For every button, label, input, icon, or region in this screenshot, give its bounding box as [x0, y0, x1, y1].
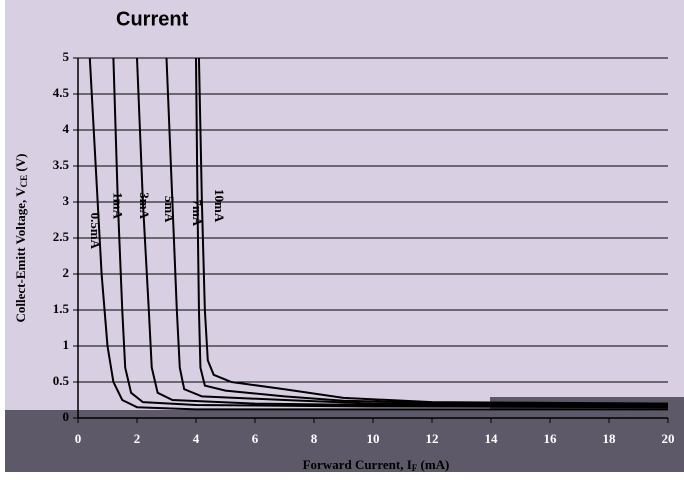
x-axis-title: Forward Current, IF (mA): [303, 457, 450, 473]
y-tick-label: 4.5: [53, 85, 70, 100]
y-tick-label: 3.5: [53, 157, 70, 172]
curve: [197, 57, 669, 405]
x-tick-label: 12: [426, 431, 439, 446]
curve-label: 3mA: [137, 192, 152, 219]
x-tick-label: 10: [367, 431, 380, 446]
y-tick-label: 2.5: [53, 229, 70, 244]
x-tick-label: 14: [485, 431, 499, 446]
curve: [88, 57, 668, 411]
y-tick-label: 4: [63, 121, 70, 136]
chart-title: Current: [116, 8, 189, 30]
y-tick-label: 0: [63, 409, 70, 424]
x-tick-label: 6: [252, 431, 259, 446]
x-tick-label: 8: [311, 431, 318, 446]
x-tick-label: 16: [544, 431, 558, 446]
curve: [195, 57, 669, 406]
x-tick-label: 4: [193, 431, 200, 446]
x-tick-label: 20: [662, 431, 675, 446]
curve-label: 1mA: [110, 192, 125, 219]
y-tick-label: 0.5: [53, 373, 70, 388]
curve: [136, 57, 669, 407]
y-tick-label: 2: [63, 265, 70, 280]
y-tick-label: 5: [63, 49, 70, 64]
y-tick-label: 1.5: [53, 301, 70, 316]
y-axis-title: Collect-Emitt Voltage, VCE (V): [13, 154, 29, 323]
curve-label: 5mA: [162, 196, 177, 223]
y-tick-label: 3: [63, 193, 70, 208]
curve: [112, 57, 669, 409]
x-tick-label: 0: [75, 431, 82, 446]
curve-label: 0.5mA: [88, 213, 103, 250]
curve: [165, 57, 668, 405]
y-tick-label: 1: [63, 337, 70, 352]
dark-band: [5, 397, 684, 472]
x-tick-label: 18: [603, 431, 617, 446]
curve-label: 10mA: [212, 189, 227, 223]
x-tick-label: 2: [134, 431, 141, 446]
